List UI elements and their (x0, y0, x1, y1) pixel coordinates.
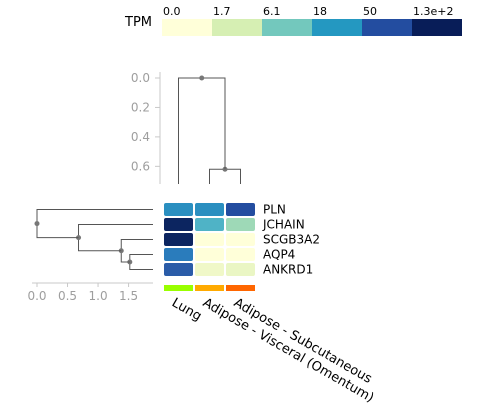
legend-swatch (412, 19, 462, 36)
legend-swatch (362, 19, 412, 36)
legend-swatch (162, 19, 212, 36)
gene-label-pln[interactable]: PLN (263, 203, 286, 217)
heatmap-cell-pln-adipose-subcutaneous[interactable] (226, 203, 255, 216)
heatmap-cell-jchain-adipose-subcutaneous[interactable] (226, 218, 255, 231)
column-dendrogram: 0.0 0.2 0.4 0.6 (131, 71, 241, 184)
heatmap-cell-jchain-adipose-visceral-omentum[interactable] (195, 218, 224, 231)
legend-swatch (212, 19, 262, 36)
column-dendrogram-node[interactable] (199, 75, 205, 81)
row-dendrogram-tick-label: 0.5 (58, 289, 77, 303)
heatmap-cell-pln-adipose-visceral-omentum[interactable] (195, 203, 224, 216)
gene-label-jchain[interactable]: JCHAIN (262, 218, 305, 232)
color-legend: TPM 0.0 1.7 6.1 18 50 1.3e+2 (124, 5, 462, 36)
heatmap-cell-aqp4-lung[interactable] (164, 248, 193, 261)
gene-label-ankrd1[interactable]: ANKRD1 (263, 263, 313, 277)
column-dendrogram-tick-label: 0.6 (131, 159, 150, 173)
tissue-label-adipose-subcutaneous[interactable]: Adipose - Subcutaneous (231, 295, 375, 387)
legend-tick-label: 1.7 (213, 5, 231, 18)
heatmap-cell-ankrd1-adipose-subcutaneous[interactable] (226, 263, 255, 276)
row-dendrogram-tick-label: 1.0 (89, 289, 108, 303)
heatmap-cell-ankrd1-lung[interactable] (164, 263, 193, 276)
heatmap-cell-ankrd1-adipose-visceral-omentum[interactable] (195, 263, 224, 276)
heatmap-cell-aqp4-adipose-subcutaneous[interactable] (226, 248, 255, 261)
legend-tick-label: 0.0 (163, 5, 181, 18)
heatmap-cell-aqp4-adipose-visceral-omentum[interactable] (195, 248, 224, 261)
row-dendrogram: 0.0 0.5 1.0 1.5 (27, 209, 153, 303)
tissue-color-swatch (164, 285, 193, 291)
row-dendrogram-node[interactable] (34, 221, 40, 227)
heatmap-cell-pln-lung[interactable] (164, 203, 193, 216)
row-dendrogram-tick-label: 0.0 (27, 289, 46, 303)
legend-tick-label: 50 (363, 5, 377, 18)
heatmap-cell-scgb3a2-adipose-visceral-omentum[interactable] (195, 233, 224, 246)
legend-tick-label: 18 (313, 5, 327, 18)
column-dendrogram-branch (178, 77, 226, 184)
heatmap-cell-scgb3a2-adipose-subcutaneous[interactable] (226, 233, 255, 246)
column-dendrogram-tick-label: 0.2 (131, 100, 150, 114)
legend-tick-label: 1.3e+2 (413, 5, 453, 18)
column-dendrogram-tick-label: 0.4 (131, 130, 150, 144)
tissue-color-swatch (226, 285, 255, 291)
legend-swatch (312, 19, 362, 36)
row-dendrogram-tick-label: 1.5 (119, 289, 138, 303)
legend-title: TPM (124, 15, 152, 30)
row-dendrogram-branch (129, 254, 153, 270)
heatmap-grid (164, 203, 255, 276)
heatmap-cell-jchain-lung[interactable] (164, 218, 193, 231)
row-dendrogram-branch (78, 224, 153, 252)
tissue-color-swatch (195, 285, 224, 291)
tissue-color-bar (164, 285, 255, 291)
gene-label-scgb3a2[interactable]: SCGB3A2 (263, 233, 320, 247)
row-dendrogram-branch (120, 239, 153, 263)
row-dendrogram-branch (36, 209, 153, 239)
column-dendrogram-tick-label: 0.0 (131, 71, 150, 85)
legend-swatch (262, 19, 312, 36)
legend-tick-label: 6.1 (263, 5, 281, 18)
tissue-label-adipose-visceral-omentum[interactable]: Adipose - Visceral (Omentum) (200, 295, 376, 405)
gene-label-aqp4[interactable]: AQP4 (263, 248, 295, 262)
tissue-label-lung[interactable]: Lung (169, 295, 204, 324)
heatmap-cell-scgb3a2-lung[interactable] (164, 233, 193, 246)
column-dendrogram-node[interactable] (222, 166, 228, 172)
